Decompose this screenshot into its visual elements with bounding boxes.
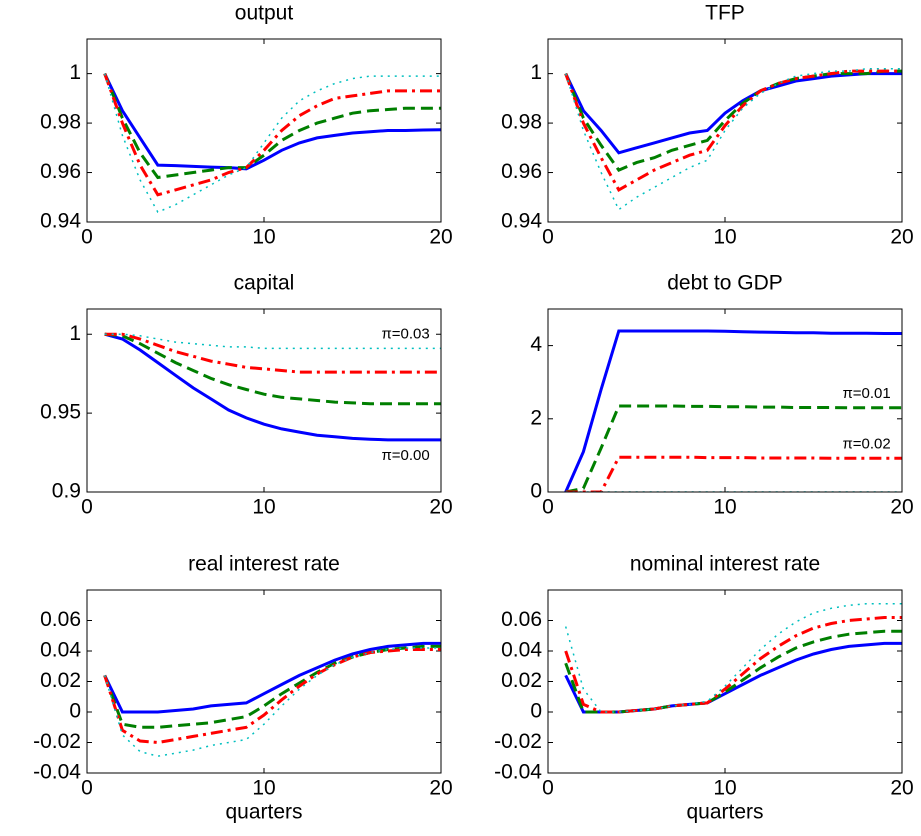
series-line bbox=[103, 73, 441, 197]
series-line bbox=[564, 69, 902, 192]
y-tick-label: 0.95 bbox=[40, 401, 81, 424]
series-line bbox=[104, 332, 441, 442]
plot-area bbox=[87, 309, 441, 492]
plot-area bbox=[548, 590, 902, 773]
y-tick-label: 0.02 bbox=[501, 669, 542, 692]
axes-box bbox=[547, 38, 903, 223]
axes-box bbox=[547, 308, 903, 493]
y-tick-label: 2 bbox=[530, 406, 542, 429]
x-tick-label: 10 bbox=[252, 777, 275, 800]
y-tick-label: 0 bbox=[530, 480, 542, 503]
y-tick-label: 1 bbox=[530, 61, 542, 84]
series-line bbox=[103, 644, 441, 729]
x-tick-label: 0 bbox=[81, 496, 93, 519]
x-tick-label: 20 bbox=[890, 496, 913, 519]
x-tick-label: 10 bbox=[713, 496, 736, 519]
axes-box bbox=[86, 308, 442, 493]
y-tick-label: 0.02 bbox=[40, 669, 81, 692]
y-tick-label: 0.96 bbox=[501, 160, 542, 183]
y-tick-label: 0.94 bbox=[501, 210, 542, 233]
y-tick-label: 0.06 bbox=[501, 608, 542, 631]
x-tick-label: 20 bbox=[890, 777, 913, 800]
plot-area bbox=[548, 39, 902, 222]
axes-box bbox=[86, 589, 442, 774]
y-tick-label: 1 bbox=[69, 322, 81, 345]
y-tick-label: -0.02 bbox=[33, 730, 81, 753]
y-tick-label: -0.02 bbox=[494, 730, 542, 753]
series-line bbox=[564, 69, 902, 172]
annotation: π=0.00 bbox=[381, 447, 429, 464]
y-tick-label: 0 bbox=[69, 700, 81, 723]
y-tick-label: 0.94 bbox=[40, 210, 81, 233]
x-tick-label: 0 bbox=[542, 496, 554, 519]
y-tick-label: 4 bbox=[530, 333, 542, 356]
x-axis-label: quarters bbox=[686, 801, 763, 824]
y-tick-label: -0.04 bbox=[494, 761, 542, 784]
chart-title: nominal interest rate bbox=[630, 553, 820, 576]
series-line bbox=[104, 333, 441, 350]
x-axis-label: quarters bbox=[225, 801, 302, 824]
x-tick-label: 0 bbox=[81, 777, 93, 800]
x-tick-label: 20 bbox=[429, 226, 452, 249]
chart-title: debt to GDP bbox=[667, 272, 783, 295]
x-tick-label: 20 bbox=[429, 777, 452, 800]
plot-area bbox=[548, 309, 902, 492]
axes-box bbox=[547, 589, 903, 774]
series-line bbox=[104, 332, 441, 406]
series-line bbox=[104, 332, 441, 374]
chart-title: capital bbox=[234, 272, 295, 295]
y-tick-label: 0.9 bbox=[52, 480, 81, 503]
series-line bbox=[565, 455, 902, 492]
y-tick-label: 0 bbox=[530, 700, 542, 723]
x-tick-label: 20 bbox=[890, 226, 913, 249]
series-line bbox=[103, 648, 441, 745]
chart-title: real interest rate bbox=[188, 553, 340, 576]
series-line bbox=[103, 73, 441, 180]
series-line bbox=[564, 629, 902, 714]
y-tick-label: 0.06 bbox=[40, 608, 81, 631]
series-line bbox=[564, 329, 902, 492]
y-tick-label: 0.96 bbox=[40, 160, 81, 183]
annotation: π=0.01 bbox=[842, 385, 890, 402]
x-tick-label: 10 bbox=[713, 226, 736, 249]
y-tick-label: 0.04 bbox=[501, 639, 542, 662]
y-tick-label: 0.98 bbox=[40, 111, 81, 134]
chart-title: TFP bbox=[705, 2, 745, 25]
series-line bbox=[103, 641, 441, 714]
x-tick-label: 10 bbox=[252, 226, 275, 249]
chart-title: output bbox=[235, 2, 294, 25]
x-tick-label: 10 bbox=[713, 777, 736, 800]
x-tick-label: 0 bbox=[81, 226, 93, 249]
x-tick-label: 10 bbox=[252, 496, 275, 519]
plot-area bbox=[87, 590, 441, 773]
y-tick-label: 1 bbox=[69, 61, 81, 84]
x-tick-label: 0 bbox=[542, 226, 554, 249]
y-tick-label: -0.04 bbox=[33, 761, 81, 784]
y-tick-label: 0.04 bbox=[40, 639, 81, 662]
annotation: π=0.02 bbox=[842, 435, 890, 452]
series-line bbox=[565, 404, 902, 492]
series-line bbox=[103, 72, 441, 171]
x-tick-label: 0 bbox=[542, 777, 554, 800]
axes-box bbox=[86, 38, 442, 223]
x-tick-label: 20 bbox=[429, 496, 452, 519]
annotation: π=0.03 bbox=[381, 325, 429, 342]
y-tick-label: 0.98 bbox=[501, 111, 542, 134]
